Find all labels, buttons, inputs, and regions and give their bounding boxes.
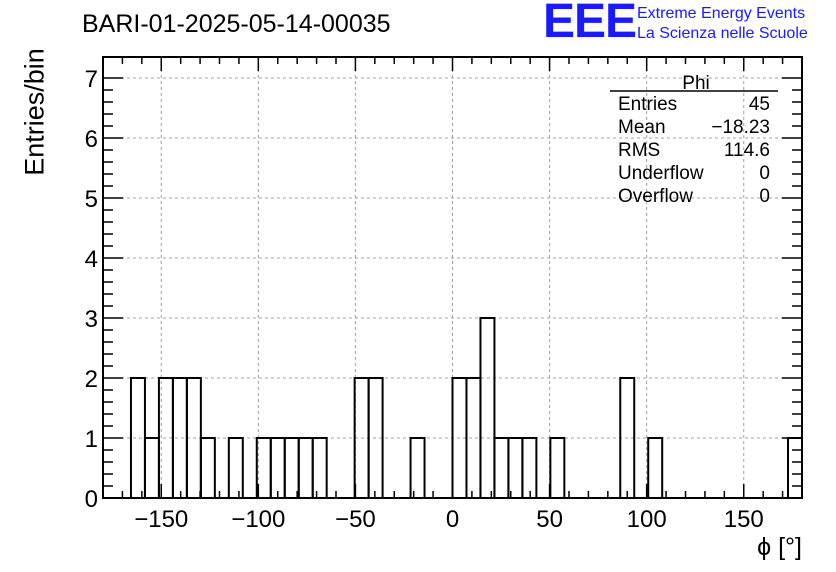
histogram-bar <box>283 437 300 498</box>
y-tick-label: 1 <box>85 426 98 453</box>
y-tick-label: 2 <box>85 366 98 393</box>
stats-value: 45 <box>749 94 770 115</box>
y-axis-label: Entries/bin <box>19 48 50 176</box>
histogram-bar <box>171 377 188 498</box>
logo-line-1: Extreme Energy Events <box>637 5 806 22</box>
histogram-bar <box>549 437 566 498</box>
histogram-bar <box>143 437 160 498</box>
tick-labels: −150 −100 −50 0 50 100 150 0 1 2 3 4 5 6 7 <box>85 66 764 533</box>
stats-label: Overflow <box>618 186 693 207</box>
stats-label: Entries <box>618 94 677 115</box>
histogram-bar <box>521 437 538 498</box>
stats-title: Phi <box>682 73 709 94</box>
histogram-bar <box>199 437 216 498</box>
stats-label: Underflow <box>618 163 704 184</box>
y-tick-label: 6 <box>85 126 98 153</box>
y-tick-label: 4 <box>85 246 98 273</box>
histogram-bar <box>619 377 636 498</box>
eee-logo-icon: EEE <box>543 0 637 48</box>
x-tick-label: −100 <box>231 506 285 533</box>
histogram-bar <box>465 377 482 498</box>
stats-label: RMS <box>618 140 660 161</box>
histogram-bar <box>297 437 314 498</box>
histogram-bar <box>227 437 244 498</box>
x-tick-label: 100 <box>627 506 667 533</box>
logo-text: Extreme Energy Events La Scienza nelle S… <box>637 4 808 44</box>
histogram-bar <box>647 437 664 498</box>
histogram-bar <box>367 377 384 498</box>
plot-frame <box>102 56 803 499</box>
x-axis-label: ϕ [°] <box>757 533 802 561</box>
histogram-bar <box>507 437 524 498</box>
x-tick-label: 0 <box>446 506 459 533</box>
stats-label: Mean <box>618 117 666 138</box>
stats-value: 114.6 <box>724 140 770 161</box>
histogram-bar <box>787 437 803 498</box>
histogram-bar <box>269 437 286 498</box>
histogram-bar <box>493 437 510 498</box>
y-tick-label: 5 <box>85 186 98 213</box>
x-tick-label: 50 <box>536 506 563 533</box>
x-tick-label: −150 <box>134 506 188 533</box>
stats-value: 0 <box>759 163 770 184</box>
histogram-bar <box>409 437 426 498</box>
x-tick-label: −50 <box>335 506 376 533</box>
stats-value: 0 <box>759 186 770 207</box>
histogram-bars <box>116 317 803 499</box>
histogram-bar <box>479 317 496 498</box>
x-tick-label: 150 <box>724 506 764 533</box>
logo-line-2: La Scienza nelle Scuole <box>637 25 808 42</box>
y-tick-label: 3 <box>85 306 98 333</box>
chart-title: BARI-01-2025-05-14-00035 <box>82 10 391 38</box>
y-tick-label: 0 <box>85 486 98 513</box>
histogram-bar <box>311 437 328 498</box>
stats-value: −18.23 <box>711 117 770 138</box>
axis-ticks <box>103 57 802 498</box>
y-tick-label: 7 <box>85 66 98 93</box>
